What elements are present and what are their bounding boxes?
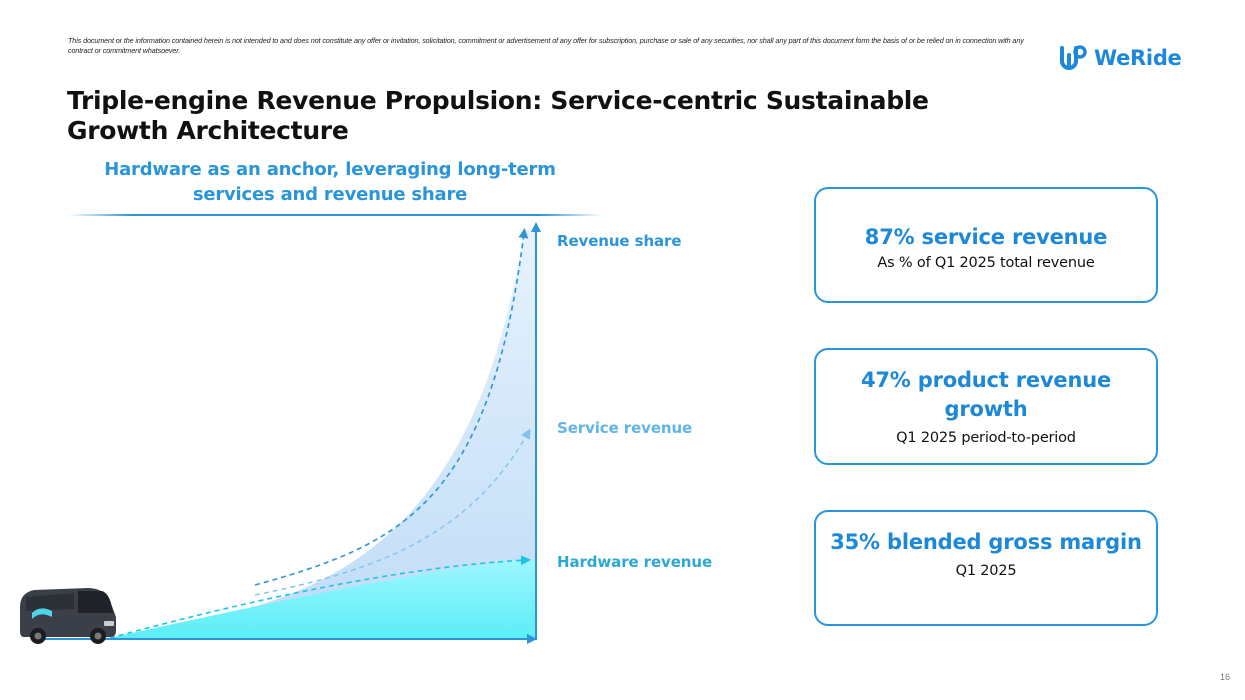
growth-curve-illustration — [20, 222, 541, 644]
revenue-share-area — [110, 230, 536, 638]
card-headline: 47% product revenue growth — [860, 368, 1112, 421]
disclaimer-text: This document or the information contain… — [68, 36, 1024, 55]
hardware-area — [110, 560, 536, 638]
card-headline: 87% service revenue — [864, 225, 1108, 249]
subtitle-underline — [68, 214, 603, 216]
service-revenue-curve — [254, 428, 531, 596]
section-subtitle: Hardware as an anchor, leveraging long-t… — [104, 159, 556, 205]
page-number: 16 — [1220, 672, 1231, 682]
card-headline: 35% blended gross margin — [830, 530, 1142, 554]
robovan-icon — [20, 588, 116, 644]
service-revenue-label: Service revenue — [557, 419, 693, 437]
weride-logo-mark-icon — [1060, 45, 1087, 70]
revenue-share-label: Revenue share — [557, 232, 682, 250]
hardware-revenue-label: Hardware revenue — [557, 553, 713, 571]
card-subtext: As % of Q1 2025 total revenue — [877, 255, 1095, 271]
page-title: Triple-engine Revenue Propulsion: Servic… — [67, 86, 929, 145]
card-subtext: Q1 2025 period-to-period — [896, 430, 1076, 446]
gross-margin-card: 35% blended gross margin Q1 2025 — [814, 510, 1158, 626]
card-subtext: Q1 2025 — [955, 563, 1017, 579]
hardware-revenue-curve — [109, 555, 531, 639]
logo-text: WeRide — [1094, 46, 1182, 70]
service-revenue-card: 87% service revenue As % of Q1 2025 tota… — [814, 187, 1158, 303]
revenue-share-curve — [254, 228, 529, 586]
weride-logo: WeRide — [1058, 42, 1183, 74]
product-revenue-growth-card: 47% product revenue growth Q1 2025 perio… — [814, 348, 1158, 465]
